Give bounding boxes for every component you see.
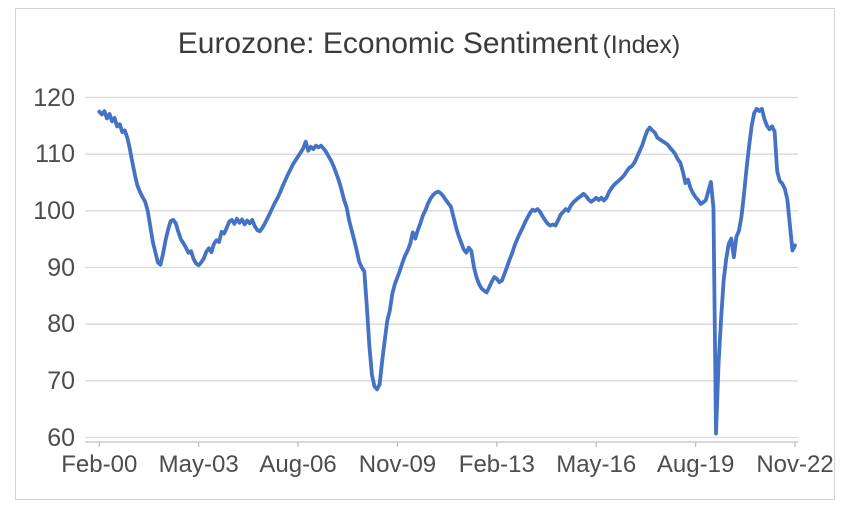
y-tick-label: 90 — [47, 253, 75, 282]
x-tick-label: Aug-19 — [656, 451, 735, 478]
x-tick-label: Nov-09 — [358, 451, 437, 478]
y-tick-label: 100 — [33, 196, 75, 225]
x-tick-label: Feb-13 — [458, 451, 535, 478]
chart-title-text: Eurozone: Economic Sentiment — [177, 27, 598, 60]
x-tick-label: Feb-00 — [61, 451, 138, 478]
y-tick-label: 70 — [47, 366, 75, 395]
esi-line-series — [97, 106, 797, 436]
y-tick-label: 60 — [47, 423, 75, 452]
chart-title: Eurozone: Economic Sentiment (Index) — [0, 27, 858, 61]
chart-frame — [15, 8, 835, 500]
y-tick-label: 80 — [47, 310, 75, 339]
y-tick-label: 120 — [33, 83, 75, 112]
x-tick-label: Aug-06 — [259, 451, 337, 478]
y-tick-label: 110 — [35, 140, 75, 169]
x-tick-label: Nov-22 — [756, 451, 834, 478]
x-tick-label: May-16 — [556, 451, 637, 478]
chart-title-suffix: (Index) — [602, 31, 681, 59]
x-tick-label: May-03 — [158, 451, 239, 478]
